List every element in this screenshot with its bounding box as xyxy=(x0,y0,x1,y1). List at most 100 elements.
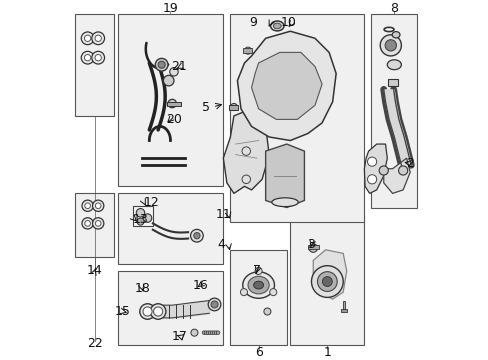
Text: 9: 9 xyxy=(249,16,257,29)
Bar xyxy=(387,79,397,86)
Circle shape xyxy=(385,40,396,51)
Circle shape xyxy=(190,329,198,336)
Ellipse shape xyxy=(270,21,284,31)
Circle shape xyxy=(322,276,332,287)
Bar xyxy=(117,271,223,345)
Bar xyxy=(371,14,416,207)
Ellipse shape xyxy=(247,276,268,294)
Polygon shape xyxy=(383,158,409,193)
Circle shape xyxy=(81,32,94,45)
Bar xyxy=(75,14,114,116)
Text: 13: 13 xyxy=(132,213,148,226)
Bar xyxy=(342,301,345,309)
Text: 15: 15 xyxy=(115,305,131,318)
Circle shape xyxy=(378,166,387,175)
Ellipse shape xyxy=(391,32,399,38)
Circle shape xyxy=(84,35,91,41)
Polygon shape xyxy=(223,109,268,193)
Circle shape xyxy=(169,68,178,76)
Circle shape xyxy=(95,54,101,61)
Polygon shape xyxy=(364,144,386,193)
Bar xyxy=(117,193,223,264)
Circle shape xyxy=(206,331,209,334)
Text: 16: 16 xyxy=(192,279,208,292)
Circle shape xyxy=(92,51,104,64)
Circle shape xyxy=(155,58,168,71)
Circle shape xyxy=(95,221,101,226)
Text: 5: 5 xyxy=(202,100,209,113)
Text: 2: 2 xyxy=(406,157,413,170)
Circle shape xyxy=(242,175,250,184)
Circle shape xyxy=(95,35,101,41)
Ellipse shape xyxy=(271,198,298,207)
Text: 20: 20 xyxy=(166,113,182,126)
Circle shape xyxy=(163,75,174,86)
Circle shape xyxy=(367,157,376,166)
Circle shape xyxy=(202,331,205,334)
Circle shape xyxy=(367,175,376,184)
Circle shape xyxy=(311,266,343,297)
Text: 4: 4 xyxy=(217,238,225,251)
Circle shape xyxy=(308,244,317,252)
Polygon shape xyxy=(265,144,304,207)
Circle shape xyxy=(242,147,250,155)
Bar xyxy=(230,250,286,345)
Circle shape xyxy=(168,99,176,108)
Bar xyxy=(230,14,364,222)
Circle shape xyxy=(208,298,221,311)
Circle shape xyxy=(212,331,215,334)
Circle shape xyxy=(81,51,94,64)
Circle shape xyxy=(82,218,93,229)
Circle shape xyxy=(193,233,200,239)
Polygon shape xyxy=(313,250,346,299)
Text: 21: 21 xyxy=(171,60,187,73)
Text: 10: 10 xyxy=(280,16,296,29)
Bar xyxy=(341,309,346,312)
Bar xyxy=(133,206,153,226)
Circle shape xyxy=(210,331,213,334)
Bar xyxy=(307,245,318,249)
Circle shape xyxy=(208,331,211,334)
Polygon shape xyxy=(237,31,335,140)
Polygon shape xyxy=(251,53,322,120)
Circle shape xyxy=(240,289,247,296)
Ellipse shape xyxy=(386,60,401,70)
Text: 18: 18 xyxy=(134,282,150,295)
Bar xyxy=(243,48,252,53)
Bar xyxy=(117,14,223,186)
Bar xyxy=(290,215,364,345)
Text: 11: 11 xyxy=(215,208,231,221)
Circle shape xyxy=(317,272,337,291)
Circle shape xyxy=(204,331,207,334)
Circle shape xyxy=(142,307,152,316)
Circle shape xyxy=(214,331,217,334)
Ellipse shape xyxy=(253,281,263,289)
Circle shape xyxy=(95,203,101,208)
Text: 1: 1 xyxy=(323,346,330,359)
Bar xyxy=(166,102,181,106)
Text: 6: 6 xyxy=(254,346,262,359)
Circle shape xyxy=(92,218,103,229)
Text: 14: 14 xyxy=(86,265,102,278)
Bar xyxy=(228,104,237,109)
Ellipse shape xyxy=(383,27,393,32)
Bar xyxy=(75,193,114,257)
Circle shape xyxy=(255,267,262,274)
Text: 17: 17 xyxy=(171,330,187,343)
Circle shape xyxy=(230,104,237,111)
Circle shape xyxy=(216,331,220,334)
Text: 22: 22 xyxy=(86,337,102,350)
Text: 3: 3 xyxy=(307,238,315,251)
Circle shape xyxy=(137,218,144,225)
Circle shape xyxy=(150,304,165,319)
Circle shape xyxy=(140,304,155,319)
Circle shape xyxy=(158,61,165,68)
Circle shape xyxy=(380,35,401,56)
Circle shape xyxy=(82,200,93,211)
Circle shape xyxy=(92,32,104,45)
Circle shape xyxy=(84,54,91,61)
Text: 8: 8 xyxy=(389,2,398,15)
Ellipse shape xyxy=(273,23,281,29)
Text: 12: 12 xyxy=(143,196,159,209)
Circle shape xyxy=(143,214,151,222)
